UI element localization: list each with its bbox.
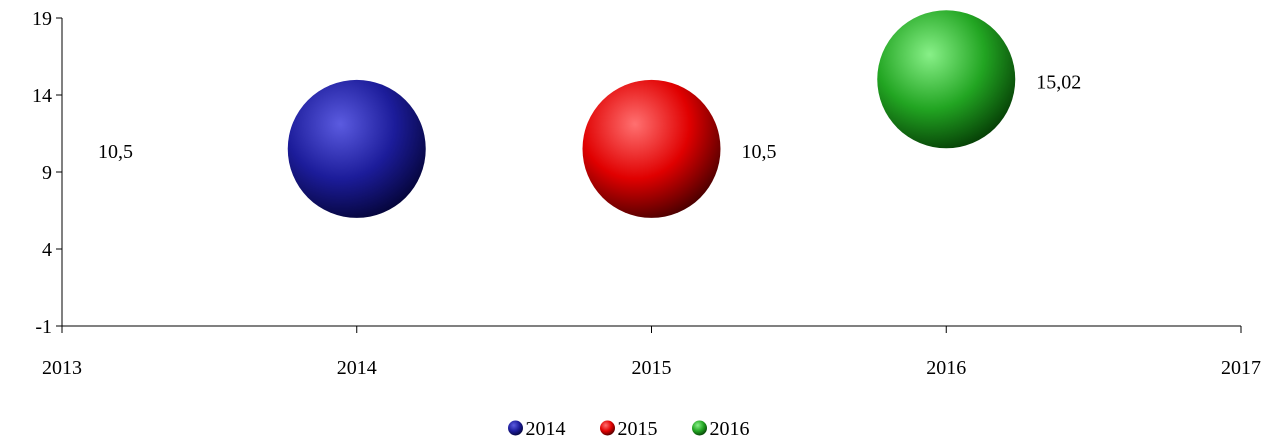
legend-marker-2014: [508, 420, 523, 436]
x-tick-label: 2013: [42, 357, 82, 379]
x-tick-label: 2017: [1221, 357, 1261, 379]
y-tick-label: -1: [35, 316, 52, 338]
data-label-2014: 10,5: [98, 141, 133, 163]
bubble-2015: [582, 79, 721, 218]
legend-label-2015: 2015: [618, 418, 658, 440]
x-tick-label: 2015: [632, 357, 672, 379]
data-label-2015: 10,5: [742, 141, 777, 163]
bubble-2016: [877, 10, 1016, 149]
y-axis-ticks: -1 4 9 14 19: [32, 8, 62, 338]
y-tick-label: 4: [42, 239, 52, 261]
x-tick-label: 2016: [926, 357, 966, 379]
y-tick-label: 9: [42, 162, 52, 184]
y-tick-label: 14: [32, 85, 52, 107]
data-label-2016: 15,02: [1036, 71, 1081, 93]
x-axis-ticks: 2013 2014 2015 2016 2017: [42, 326, 1261, 379]
legend-marker-2015: [600, 420, 615, 436]
x-tick-label: 2014: [337, 357, 377, 379]
bubble-2014: [287, 79, 426, 218]
legend: 2014 2015 2016: [508, 418, 750, 440]
legend-label-2016: 2016: [710, 418, 750, 440]
legend-marker-2016: [692, 420, 707, 436]
bubble-series: 10,5 10,5 15,02: [98, 10, 1081, 218]
legend-label-2014: 2014: [526, 418, 566, 440]
y-tick-label: 19: [32, 8, 52, 30]
